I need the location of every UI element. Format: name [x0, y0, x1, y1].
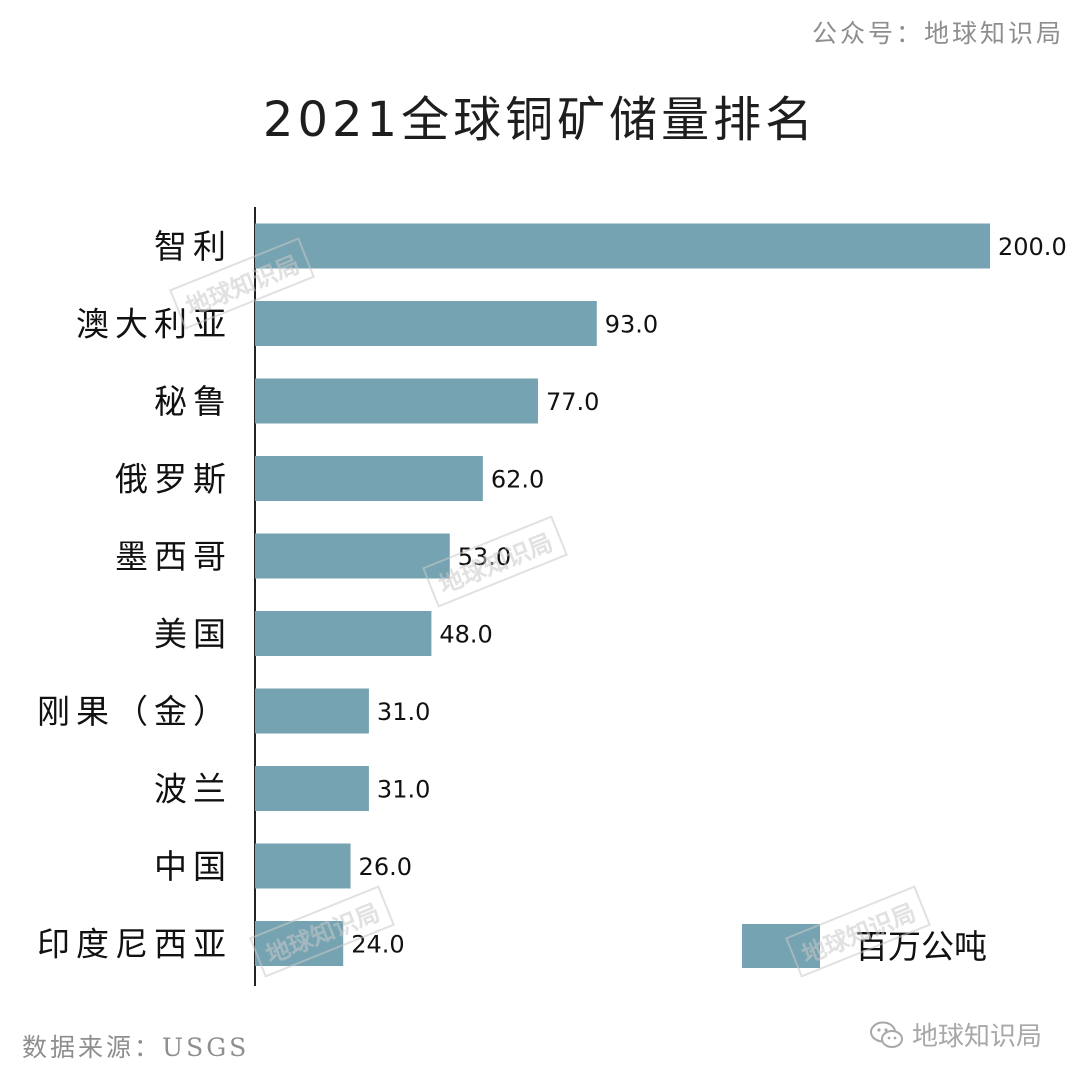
- category-label: 美国: [154, 615, 232, 654]
- wechat-icon: [869, 1021, 903, 1048]
- data-label: 93.0: [605, 311, 658, 339]
- data-label: 48.0: [439, 621, 492, 649]
- category-label: 墨西哥: [115, 537, 232, 576]
- bar: [255, 301, 597, 346]
- data-label: 31.0: [377, 698, 430, 726]
- data-label: 77.0: [546, 388, 599, 416]
- bar: [255, 688, 369, 734]
- category-label: 中国: [154, 847, 232, 886]
- category-label: 波兰: [154, 770, 232, 809]
- bar: [255, 223, 990, 269]
- bar: [255, 611, 432, 656]
- bar: [255, 533, 450, 579]
- category-label: 印度尼西亚: [37, 925, 232, 964]
- legend-swatch: [742, 924, 820, 968]
- category-label: 秘鲁: [154, 382, 232, 421]
- chart-title: 2021全球铜矿储量排名: [262, 92, 818, 148]
- data-label: 24.0: [351, 931, 404, 959]
- bar: [255, 766, 369, 811]
- data-label: 62.0: [491, 466, 544, 494]
- category-label: 刚果（金）: [37, 692, 232, 731]
- data-label: 53.0: [458, 543, 511, 571]
- bar: [255, 456, 483, 501]
- category-label: 俄罗斯: [115, 460, 232, 499]
- category-label: 智利: [154, 227, 232, 266]
- legend-label: 百万公吨: [855, 927, 987, 966]
- data-source: 数据来源：USGS: [22, 1033, 250, 1062]
- data-label: 200.0: [998, 233, 1067, 261]
- bar: [255, 921, 344, 966]
- bar: [255, 378, 538, 424]
- account-name: 公众号：地球知识局: [811, 19, 1064, 48]
- footer-brand-label: 地球知识局: [911, 1022, 1042, 1052]
- bar: [255, 843, 351, 889]
- data-label: 31.0: [377, 776, 430, 804]
- category-label: 澳大利亚: [76, 305, 232, 344]
- footer-brand: 地球知识局: [869, 1016, 1042, 1053]
- data-label: 26.0: [359, 853, 412, 881]
